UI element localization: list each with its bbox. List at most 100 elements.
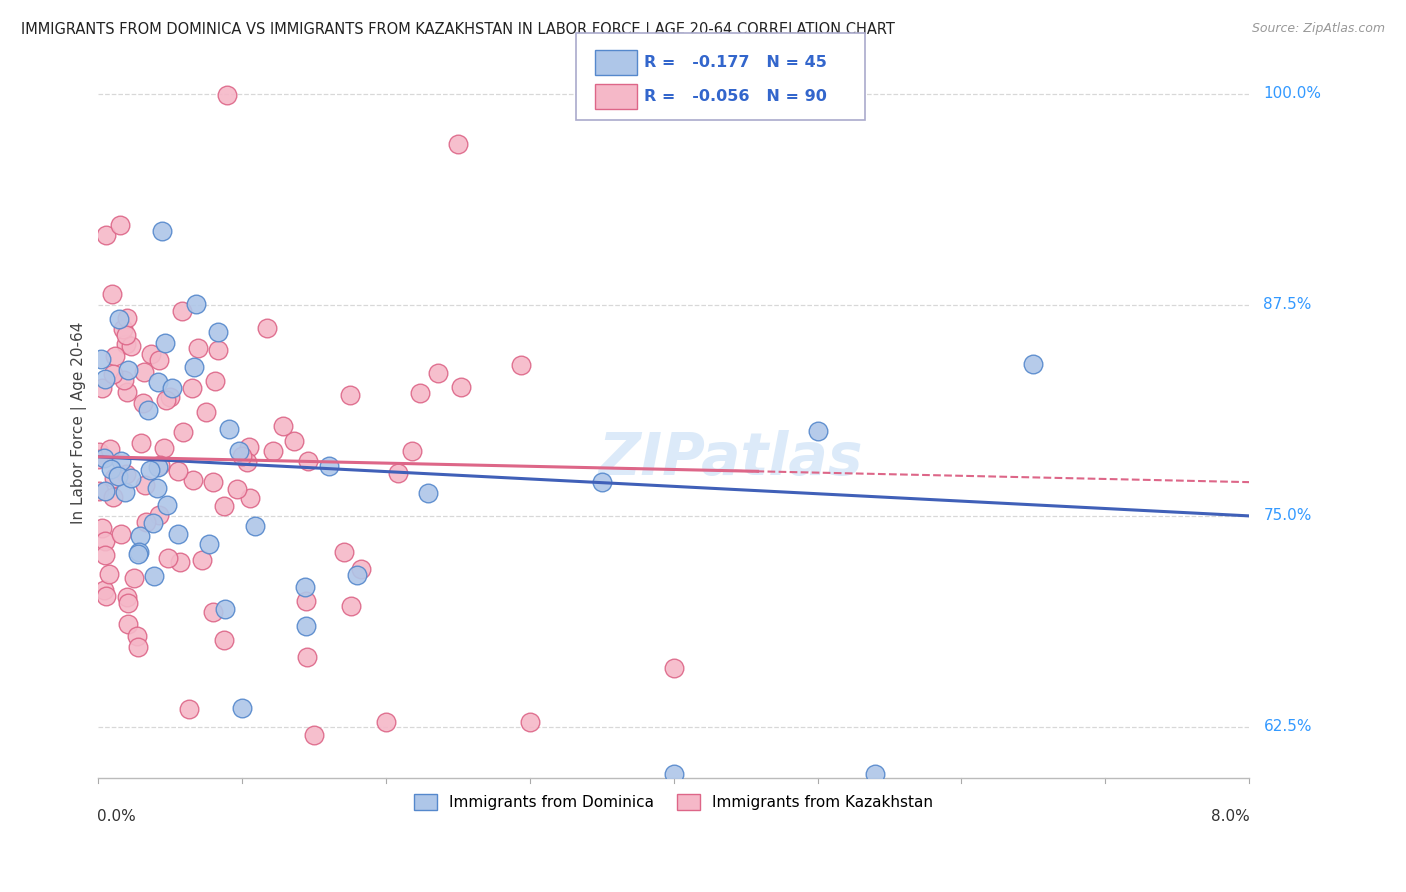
Point xyxy=(183,360,205,375)
Point xyxy=(245,518,267,533)
Point xyxy=(294,594,316,608)
Point xyxy=(108,311,131,326)
Point xyxy=(509,358,531,372)
Point xyxy=(662,767,685,781)
Point xyxy=(187,341,209,355)
Point xyxy=(94,372,117,386)
Point xyxy=(156,551,179,566)
Point xyxy=(166,526,188,541)
Point xyxy=(225,482,247,496)
Point xyxy=(139,347,162,361)
Point xyxy=(110,527,132,541)
Point xyxy=(236,455,259,469)
Point xyxy=(142,516,165,530)
Point xyxy=(218,422,240,436)
Point xyxy=(148,375,170,389)
Text: R =   -0.177   N = 45: R = -0.177 N = 45 xyxy=(644,55,827,70)
Point xyxy=(148,508,170,523)
Point xyxy=(143,568,166,582)
Point xyxy=(115,590,138,604)
Text: 75.0%: 75.0% xyxy=(1264,508,1312,524)
Point xyxy=(115,384,138,399)
Point xyxy=(207,343,229,358)
Point xyxy=(239,491,262,505)
Point xyxy=(89,351,111,366)
Point xyxy=(156,498,179,512)
Text: R =   -0.056   N = 90: R = -0.056 N = 90 xyxy=(644,89,827,103)
Point xyxy=(146,460,169,475)
Point xyxy=(450,380,472,394)
Point xyxy=(112,373,135,387)
Point xyxy=(179,702,201,716)
Point xyxy=(333,545,356,559)
Point xyxy=(153,335,176,350)
Point xyxy=(93,583,115,598)
Point xyxy=(159,390,181,404)
Point xyxy=(155,393,177,408)
Point xyxy=(101,368,124,382)
Point xyxy=(89,444,111,458)
Text: 8.0%: 8.0% xyxy=(1212,809,1250,824)
Point xyxy=(114,327,136,342)
Point xyxy=(128,529,150,543)
Point xyxy=(294,581,316,595)
Point xyxy=(1022,357,1045,371)
Point xyxy=(91,381,114,395)
Point xyxy=(110,454,132,468)
Point xyxy=(153,442,176,456)
Point xyxy=(103,471,125,485)
Point xyxy=(127,629,149,643)
Point xyxy=(283,434,305,449)
Text: ZIPatlas: ZIPatlas xyxy=(599,430,863,487)
Point xyxy=(401,443,423,458)
Text: Source: ZipAtlas.com: Source: ZipAtlas.com xyxy=(1251,22,1385,36)
Point xyxy=(112,322,135,336)
Point xyxy=(863,767,886,781)
Point xyxy=(204,374,226,388)
Point xyxy=(96,589,118,603)
Point xyxy=(132,365,155,379)
Point xyxy=(127,547,149,561)
Point xyxy=(427,367,450,381)
Point xyxy=(212,632,235,647)
Point xyxy=(340,599,363,613)
Point xyxy=(294,619,316,633)
Text: 100.0%: 100.0% xyxy=(1264,87,1322,102)
Point xyxy=(135,515,157,529)
Point xyxy=(447,137,470,152)
Point xyxy=(94,484,117,499)
Point xyxy=(202,475,225,489)
Point xyxy=(271,418,294,433)
Point xyxy=(114,484,136,499)
Point xyxy=(170,304,193,318)
Point xyxy=(127,640,149,654)
Point xyxy=(375,714,398,729)
Text: 0.0%: 0.0% xyxy=(97,809,136,824)
Text: IMMIGRANTS FROM DOMINICA VS IMMIGRANTS FROM KAZAKHSTAN IN LABOR FORCE | AGE 20-6: IMMIGRANTS FROM DOMINICA VS IMMIGRANTS F… xyxy=(21,22,896,38)
Point xyxy=(167,464,190,478)
Point xyxy=(409,386,432,401)
Point xyxy=(346,567,368,582)
Point xyxy=(186,297,208,311)
Point xyxy=(117,363,139,377)
Y-axis label: In Labor Force | Age 20-64: In Labor Force | Age 20-64 xyxy=(72,322,87,524)
Point xyxy=(150,224,173,238)
Point xyxy=(115,311,138,326)
Point xyxy=(149,458,172,472)
Point xyxy=(212,499,235,513)
Point xyxy=(228,443,250,458)
Legend: Immigrants from Dominica, Immigrants from Kazakhstan: Immigrants from Dominica, Immigrants fro… xyxy=(408,788,939,816)
Point xyxy=(160,381,183,395)
Point xyxy=(318,458,340,473)
Point xyxy=(94,228,117,243)
Point xyxy=(98,442,121,457)
Point xyxy=(134,478,156,492)
Point xyxy=(128,545,150,559)
Point xyxy=(194,405,217,419)
Point xyxy=(108,218,131,232)
Point xyxy=(214,601,236,615)
Point xyxy=(114,467,136,481)
Point xyxy=(591,475,613,490)
Point xyxy=(349,562,371,576)
Point xyxy=(117,617,139,632)
